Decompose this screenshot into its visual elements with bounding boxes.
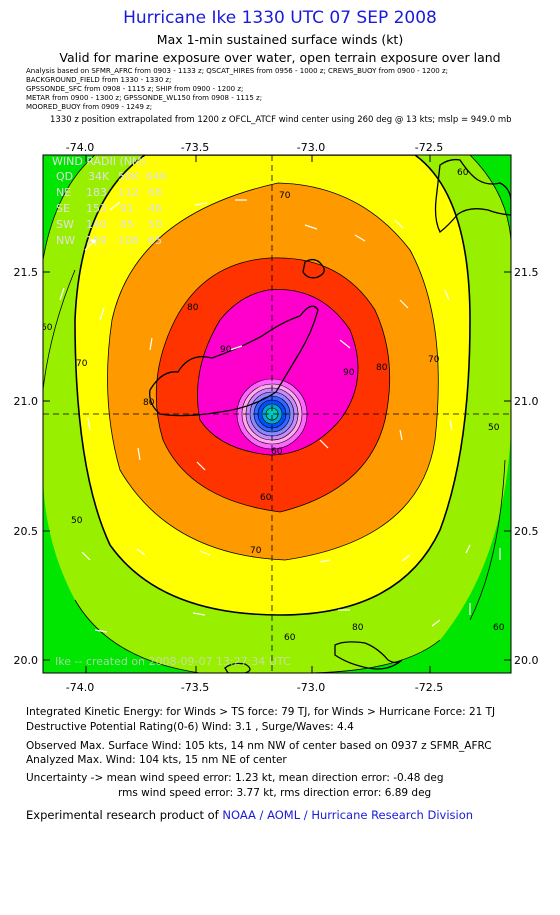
dpr-line: Destructive Potential Rating(0-6) Wind: … bbox=[26, 721, 354, 733]
contour-label: 50 bbox=[71, 516, 83, 526]
observed-max-wind: Observed Max. Surface Wind: 105 kts, 14 … bbox=[26, 740, 492, 752]
contour-label: 90 bbox=[220, 345, 232, 355]
wind-radii-cell: 153 bbox=[86, 202, 107, 215]
analysis-line: GPSSONDE_SFC from 0908 - 1115 z; SHIP fr… bbox=[26, 85, 244, 93]
lat-tick-label: 21.0 bbox=[14, 395, 39, 408]
lon-tick-label: -74.0 bbox=[66, 681, 94, 694]
lon-tick-label: -72.5 bbox=[415, 141, 443, 154]
wind-radii-cell: 91 bbox=[120, 202, 134, 215]
wind-radii-table: WIND RADII (NM) QD 34K 50K 64K NE 183 11… bbox=[52, 155, 168, 247]
contour-label: 70 bbox=[76, 359, 88, 369]
contour-label: 60 bbox=[493, 623, 505, 633]
wind-radii-cell: 85 bbox=[120, 218, 134, 231]
lon-tick-label: -73.5 bbox=[181, 681, 209, 694]
analysis-line: METAR from 0900 - 1300 z; GPSSONDE_WL150… bbox=[26, 94, 263, 102]
lon-tick-label: -73.0 bbox=[297, 681, 325, 694]
lat-tick-label: 20.5 bbox=[14, 525, 39, 538]
lon-tick-label: -73.0 bbox=[297, 141, 325, 154]
lat-tick-label: 20.0 bbox=[514, 654, 539, 667]
contour-label: 80 bbox=[352, 623, 364, 633]
axis-ticks bbox=[43, 155, 511, 673]
contour-label: 60 bbox=[284, 633, 296, 643]
contour-label: 60 bbox=[457, 168, 469, 178]
center-crosshair bbox=[43, 155, 511, 673]
validity-note: Valid for marine exposure over water, op… bbox=[59, 50, 501, 65]
wind-radii-cell: 112 bbox=[118, 186, 139, 199]
map-subtitle: Max 1-min sustained surface winds (kt) bbox=[156, 32, 404, 47]
wind-field-map: 60 70 80 90 60 70 80 90 60 70 80 50 60 7… bbox=[14, 141, 539, 694]
wind-radii-cell: 140 bbox=[86, 218, 107, 231]
wind-radii-header: 64K bbox=[146, 170, 168, 183]
wind-radii-cell: 183 bbox=[86, 186, 107, 199]
wind-radii-cell: NW bbox=[56, 234, 75, 247]
contour-label: 80 bbox=[376, 363, 388, 373]
ike-line: Integrated Kinetic Energy: for Winds > T… bbox=[26, 706, 496, 718]
lon-tick-label: -72.5 bbox=[415, 681, 443, 694]
lat-tick-label: 21.0 bbox=[514, 395, 539, 408]
lon-tick-label: -74.0 bbox=[66, 141, 94, 154]
contour-label: 60 bbox=[271, 447, 283, 457]
contour-label: 60 bbox=[260, 493, 272, 503]
contour-label-group: 60 70 80 90 60 70 80 90 60 70 80 50 60 7… bbox=[41, 168, 505, 643]
coastlines bbox=[149, 158, 511, 673]
lat-tick-label: 20.0 bbox=[14, 654, 39, 667]
lat-tick-label: 21.5 bbox=[14, 266, 39, 279]
wind-radii-cell: 50 bbox=[148, 218, 162, 231]
analysis-line: MOORED_BUOY from 0909 - 1249 z; bbox=[26, 103, 153, 111]
watermark: Ike -- created on 2008-09-07 13:27:34 UT… bbox=[55, 655, 291, 668]
wind-radii-cell: 108 bbox=[118, 234, 139, 247]
wind-radii-header: QD bbox=[56, 170, 73, 183]
eye-rings bbox=[236, 378, 308, 450]
plot-frame bbox=[42, 154, 512, 674]
analyzed-max-wind: Analyzed Max. Wind: 104 kts, 15 nm NE of… bbox=[26, 754, 287, 766]
contour-label: 80 bbox=[143, 398, 155, 408]
wind-radii-cell: SW bbox=[56, 218, 74, 231]
lon-labels-top: -74.0 -73.5 -73.0 -72.5 bbox=[66, 141, 443, 154]
contour-label: 50 bbox=[488, 423, 500, 433]
map-title: Hurricane Ike 1330 UTC 07 SEP 2008 bbox=[123, 8, 437, 28]
uncertainty-rms-line: rms wind speed error: 3.77 kt, rms direc… bbox=[118, 787, 432, 799]
lat-labels-left: 21.5 21.0 20.5 20.0 bbox=[14, 266, 39, 667]
wind-field-plot: 60 70 80 90 60 70 80 90 60 70 80 50 60 7… bbox=[41, 155, 511, 673]
analysis-line: BACKGROUND_FIELD from 1330 - 1330 z; bbox=[26, 76, 172, 84]
contour-label: 60 bbox=[41, 323, 53, 333]
contour-label: 70 bbox=[250, 546, 262, 556]
analysis-line: Analysis based on SFMR_AFRC from 0903 - … bbox=[26, 67, 449, 75]
wind-radii-cell: SE bbox=[56, 202, 70, 215]
footer-prefix: Experimental research product of bbox=[26, 808, 223, 822]
position-note: 1330 z position extrapolated from 1200 z… bbox=[50, 115, 512, 125]
uncertainty-line: Uncertainty -> mean wind speed error: 1.… bbox=[26, 772, 444, 784]
wind-radii-cell: 159 bbox=[86, 234, 107, 247]
contour-label: 70 bbox=[428, 355, 440, 365]
wind-vectors bbox=[59, 199, 501, 633]
footer: Experimental research product of NOAA / … bbox=[26, 808, 473, 822]
lon-tick-label: -73.5 bbox=[181, 141, 209, 154]
wind-radii-cell: 68 bbox=[148, 186, 162, 199]
wind-radii-header: 50K bbox=[118, 170, 140, 183]
contour-label: 80 bbox=[187, 303, 199, 313]
lon-labels-bottom: -74.0 -73.5 -73.0 -72.5 bbox=[66, 681, 443, 694]
contour-label: 90 bbox=[343, 368, 355, 378]
wind-radii-title: WIND RADII (NM) bbox=[52, 155, 146, 168]
contour-label: 70 bbox=[279, 191, 291, 201]
wind-radii-header: 34K bbox=[88, 170, 110, 183]
lat-labels-right: 21.5 21.0 20.5 20.0 bbox=[514, 266, 539, 667]
wind-radii-cell: 46 bbox=[148, 202, 162, 215]
hrd-link[interactable]: NOAA / AOML / Hurricane Research Divisio… bbox=[222, 808, 474, 822]
wind-radii-cell: NE bbox=[56, 186, 71, 199]
wind-radii-cell: 65 bbox=[148, 234, 162, 247]
lat-tick-label: 21.5 bbox=[514, 266, 539, 279]
lat-tick-label: 20.5 bbox=[514, 525, 539, 538]
